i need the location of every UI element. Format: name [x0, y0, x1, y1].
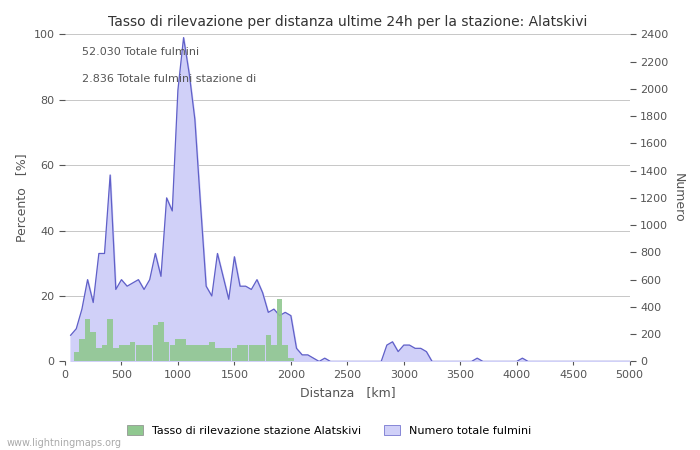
Bar: [237, 345, 243, 361]
Bar: [125, 345, 130, 361]
Bar: [192, 345, 197, 361]
Bar: [169, 345, 175, 361]
Bar: [232, 348, 237, 361]
Bar: [220, 348, 226, 361]
Bar: [107, 319, 113, 361]
Bar: [254, 345, 260, 361]
Bar: [271, 345, 277, 361]
Bar: [153, 325, 158, 361]
Bar: [102, 345, 107, 361]
X-axis label: Distanza   [km]: Distanza [km]: [300, 386, 395, 399]
Bar: [113, 348, 118, 361]
Bar: [283, 345, 288, 361]
Text: 2.836 Totale fulmini stazione di: 2.836 Totale fulmini stazione di: [82, 74, 256, 84]
Bar: [186, 345, 192, 361]
Bar: [85, 319, 90, 361]
Bar: [181, 338, 186, 361]
Bar: [260, 345, 265, 361]
Bar: [164, 342, 169, 361]
Bar: [79, 338, 85, 361]
Text: www.lightningmaps.org: www.lightningmaps.org: [7, 438, 122, 448]
Bar: [158, 322, 164, 361]
Title: Tasso di rilevazione per distanza ultime 24h per la stazione: Alatskivi: Tasso di rilevazione per distanza ultime…: [108, 15, 587, 29]
Y-axis label: Percento   [%]: Percento [%]: [15, 153, 28, 242]
Bar: [130, 342, 135, 361]
Bar: [215, 348, 220, 361]
Bar: [243, 345, 248, 361]
Bar: [74, 351, 79, 361]
Bar: [288, 358, 293, 361]
Bar: [141, 345, 147, 361]
Bar: [265, 335, 271, 361]
Bar: [136, 345, 141, 361]
Bar: [119, 345, 124, 361]
Bar: [204, 345, 209, 361]
Text: 52.030 Totale fulmini: 52.030 Totale fulmini: [82, 47, 199, 58]
Bar: [209, 342, 214, 361]
Bar: [147, 345, 153, 361]
Y-axis label: Numero: Numero: [672, 173, 685, 223]
Bar: [90, 332, 96, 361]
Bar: [96, 348, 101, 361]
Legend: Tasso di rilevazione stazione Alatskivi, Numero totale fulmini: Tasso di rilevazione stazione Alatskivi,…: [122, 420, 536, 440]
Bar: [198, 345, 203, 361]
Bar: [276, 299, 282, 361]
Bar: [226, 348, 232, 361]
Bar: [175, 338, 181, 361]
Bar: [248, 345, 254, 361]
